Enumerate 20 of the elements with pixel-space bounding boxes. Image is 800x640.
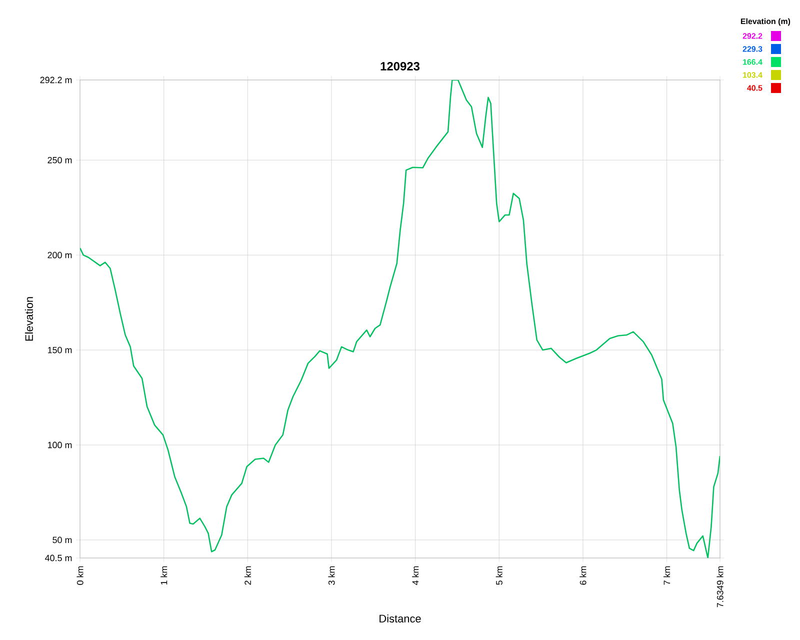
y-tick-label: 292.2 m bbox=[40, 76, 72, 84]
x-tick-label: 5 km bbox=[496, 566, 502, 585]
x-tick-label: 4 km bbox=[412, 566, 419, 585]
x-tick-label: 6 km bbox=[580, 566, 586, 585]
x-tick-label: 7.6349 km bbox=[716, 566, 724, 608]
line-series bbox=[80, 80, 720, 558]
x-tick-label: 1 km bbox=[160, 566, 168, 584]
y-axis-title: Elevation bbox=[24, 297, 33, 341]
y-tick-label: 40.5 m bbox=[45, 554, 72, 562]
y-tick-label: 250 m bbox=[48, 156, 72, 164]
x-tick-label: 3 km bbox=[328, 566, 335, 585]
y-tick-label: 200 m bbox=[48, 252, 72, 258]
y-tick-label: 150 m bbox=[48, 346, 72, 354]
x-tick-label: 2 km bbox=[244, 566, 251, 585]
chart-title: 120923 bbox=[380, 62, 420, 70]
x-axis-title: Distance bbox=[380, 614, 421, 623]
y-tick-label: 50 m bbox=[52, 536, 72, 544]
x-tick-label: 7 km bbox=[664, 566, 670, 585]
x-tick-label: 0 km bbox=[76, 566, 84, 585]
y-tick-label: 100 m bbox=[48, 442, 72, 448]
